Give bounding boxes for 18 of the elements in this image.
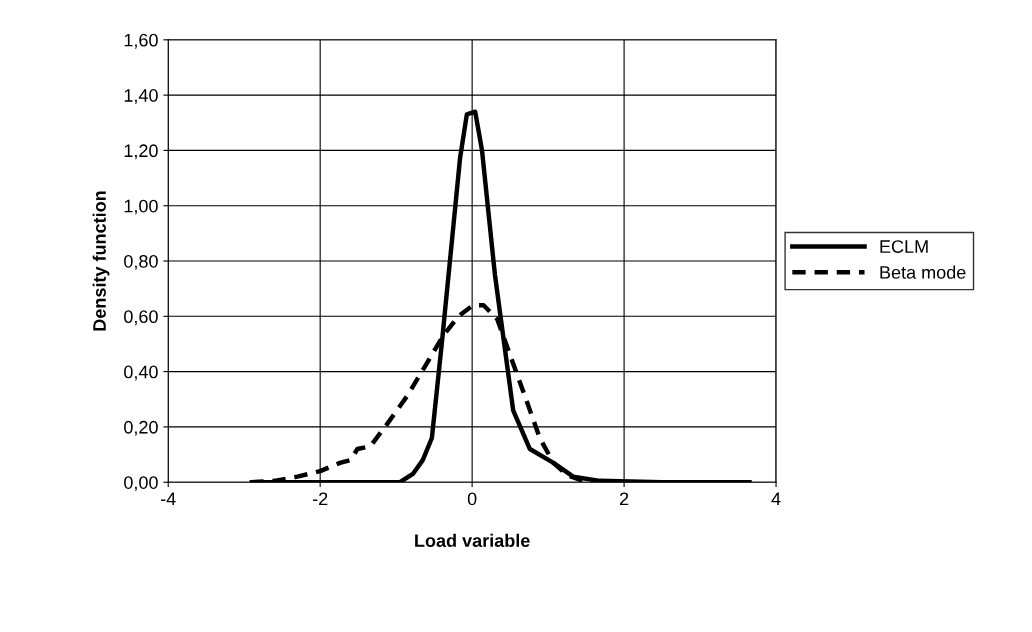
y-tick-label: 1,20	[124, 144, 158, 160]
legend-label: Beta mode	[880, 265, 966, 279]
y-tick-label: 1,60	[124, 33, 158, 49]
y-tick-label: 0,00	[124, 476, 158, 492]
legend-label: ECLM	[880, 240, 928, 253]
y-tick-label: 0,80	[124, 254, 158, 270]
y-tick-label: 1,40	[124, 89, 158, 104]
x-tick-label: 4	[771, 492, 781, 506]
x-tick-label: 0	[467, 492, 477, 506]
y-axis-title: Density function	[92, 191, 110, 331]
y-tick-label: 0,60	[124, 310, 158, 326]
x-tick-label: -4	[160, 492, 176, 506]
x-tick-label: 2	[619, 492, 629, 506]
x-axis-title: Load variable	[415, 533, 530, 548]
y-tick-label: 0,20	[124, 420, 158, 436]
x-tick-label: -2	[312, 492, 328, 506]
y-tick-label: 0,40	[124, 365, 158, 381]
y-tick-label: 1,00	[124, 199, 158, 215]
